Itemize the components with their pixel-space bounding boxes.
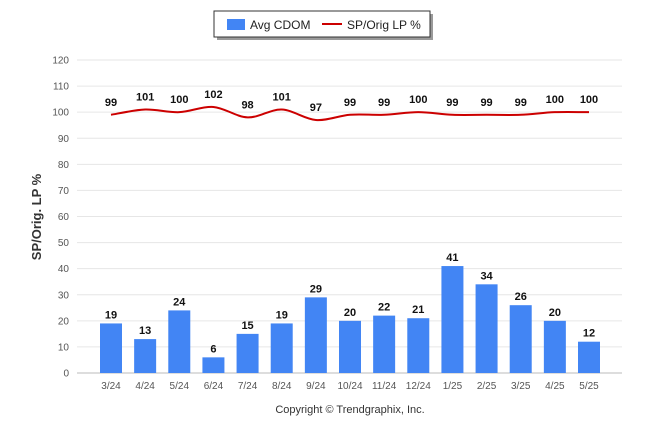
y-tick-label: 100	[52, 108, 69, 119]
legend: Avg CDOM SP/Orig LP %	[213, 10, 433, 40]
y-tick-label: 120	[52, 56, 69, 67]
bar-value-label: 22	[378, 302, 390, 314]
bar	[407, 318, 430, 373]
line-value-label: 101	[273, 92, 291, 104]
bar-value-label: 24	[173, 296, 186, 308]
bar	[543, 320, 566, 373]
line-value-label: 97	[310, 102, 322, 114]
line-value-label: 100	[409, 94, 427, 106]
y-tick-label: 10	[58, 342, 70, 353]
x-tick-label: 5/24	[170, 381, 190, 392]
y-tick-label: 60	[58, 212, 70, 223]
bar-value-label: 19	[276, 309, 288, 321]
bar-value-label: 29	[310, 283, 322, 295]
x-tick-label: 1/25	[443, 381, 463, 392]
x-tick-label: 5/25	[579, 381, 599, 392]
y-tick-label: 80	[58, 160, 70, 171]
bar-value-label: 41	[446, 252, 458, 264]
y-tick-label: 110	[53, 82, 69, 93]
line-value-label: 99	[344, 97, 356, 109]
x-tick-label: 12/24	[406, 381, 431, 392]
bar-value-label: 19	[105, 309, 117, 321]
line-value-label: 99	[515, 97, 527, 109]
legend-swatch-bar	[227, 19, 245, 30]
x-tick-label: 3/24	[101, 381, 121, 392]
y-tick-label: 0	[63, 369, 69, 380]
x-axis-ticks: 3/24 4/24 5/24 6/24 7/24 8/24 9/24 10/24 11/24 12…	[101, 381, 599, 392]
line-value-label: 99	[378, 97, 390, 109]
x-tick-label: 6/24	[204, 381, 224, 392]
x-tick-label: 8/24	[272, 381, 292, 392]
bar	[100, 323, 122, 373]
bar	[578, 341, 600, 373]
bar	[202, 357, 225, 373]
y-tick-label: 50	[58, 238, 70, 249]
bar	[373, 315, 396, 373]
bar-value-label: 13	[139, 325, 151, 337]
x-tick-label: 11/24	[372, 381, 397, 392]
line-data-labels: 99 101 100 102 98 101 97 99 99 100 99 99 99 100 100	[105, 89, 598, 114]
line-value-label: 102	[204, 89, 222, 101]
bar	[441, 266, 464, 373]
y-tick-label: 70	[58, 186, 70, 197]
x-tick-label: 4/25	[545, 381, 565, 392]
line-value-label: 99	[480, 97, 492, 109]
bar-value-label: 34	[480, 270, 493, 282]
line-value-label: 99	[105, 97, 117, 109]
bar	[304, 297, 327, 373]
line-value-label: 99	[446, 97, 458, 109]
x-tick-label: 3/25	[511, 381, 531, 392]
copyright: Copyright © Trendgraphix, Inc.	[275, 404, 424, 416]
bar-value-label: 20	[344, 307, 356, 319]
line-value-label: 98	[241, 99, 253, 111]
x-tick-label: 9/24	[306, 381, 326, 392]
line-value-label: 100	[546, 94, 564, 106]
x-tick-label: 7/24	[238, 381, 258, 392]
y-axis-title: SP/Orig. LP %	[29, 173, 44, 260]
bar	[168, 310, 191, 373]
bar-data-labels: 19 13 24 6 15 19 29 20 22 21 41 34 26 20 12	[105, 252, 595, 355]
bar-value-label: 15	[241, 320, 253, 332]
legend-label-avg-cdom: Avg CDOM	[250, 18, 310, 32]
bar-value-label: 26	[515, 291, 527, 303]
bar-value-label: 6	[210, 343, 216, 355]
bar	[236, 333, 259, 373]
x-tick-label: 4/24	[135, 381, 155, 392]
legend-label-sp-orig-lp: SP/Orig LP %	[347, 18, 421, 32]
bar-series	[100, 266, 600, 373]
y-tick-label: 90	[58, 134, 70, 145]
line-value-label: 101	[136, 92, 154, 104]
line-value-label: 100	[170, 94, 188, 106]
bar-value-label: 21	[412, 304, 424, 316]
y-axis-ticks: 0 10 20 30 40 50 60 70 80 90 100 110 120	[52, 56, 69, 380]
bar	[134, 339, 157, 373]
bar	[339, 320, 361, 373]
y-tick-label: 40	[58, 264, 70, 275]
line-value-label: 100	[580, 94, 598, 106]
sp-orig-lp-line	[110, 105, 590, 122]
bar	[509, 305, 532, 373]
y-tick-label: 20	[58, 316, 70, 327]
bar	[270, 323, 293, 373]
y-tick-label: 30	[58, 290, 70, 301]
bar-value-label: 20	[549, 307, 561, 319]
x-tick-label: 10/24	[337, 381, 362, 392]
x-tick-label: 2/25	[477, 381, 497, 392]
bar-value-label: 12	[583, 328, 595, 340]
line-series	[110, 105, 590, 122]
bar	[475, 284, 498, 373]
